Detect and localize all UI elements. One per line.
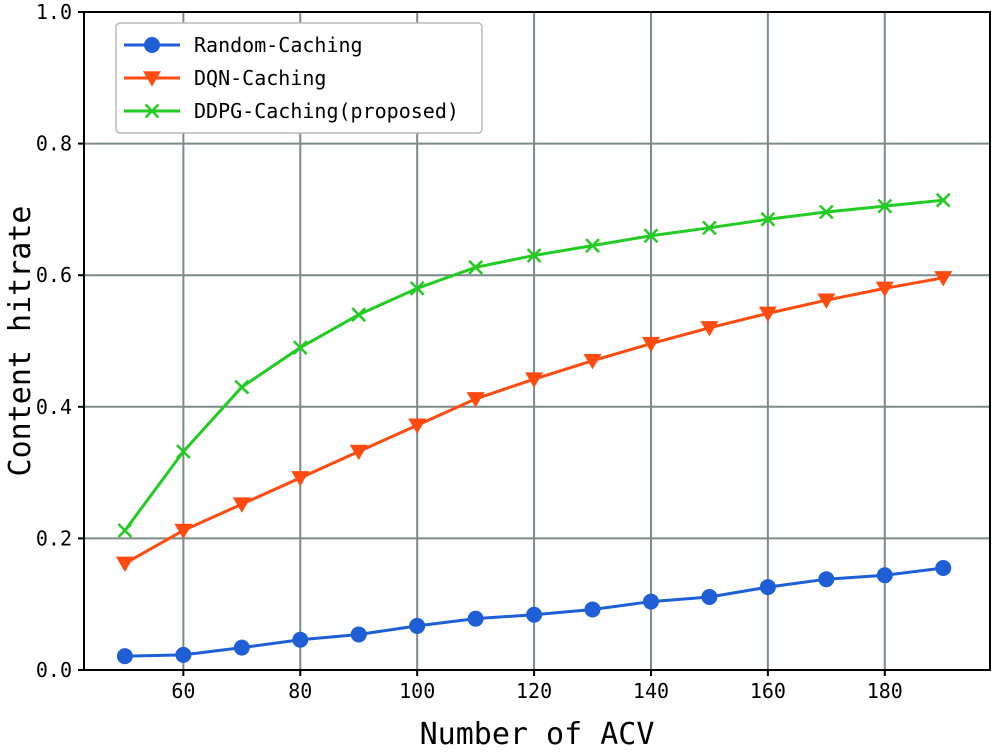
data-point [351,307,367,323]
data-point [408,418,427,434]
x-tick-label: 80 [288,679,312,703]
data-point [234,379,250,395]
x-tick-label: 160 [750,679,786,703]
data-point [641,336,660,353]
data-point [115,556,134,572]
series-ddpg-caching-proposed [117,192,951,538]
data-point [466,392,485,408]
y-tick-label: 0.6 [36,263,72,287]
data-point [232,497,251,513]
data-point [175,646,192,663]
data-point [818,204,834,220]
y-tick-label: 1.0 [36,0,72,24]
legend-entry: DQN-Caching [124,66,326,90]
data-point [349,444,368,461]
data-point [525,372,544,388]
y-tick-label: 0.0 [36,658,72,682]
y-tick-label: 0.4 [36,395,72,419]
x-tick-label: 120 [516,679,552,703]
legend-label: Random-Caching [194,33,363,57]
data-point [934,271,953,287]
legend-box [115,22,483,134]
x-axis-title: Number of ACV [420,717,655,752]
data-point [759,579,776,596]
y-tick-label: 0.2 [36,526,72,550]
data-point [701,588,718,605]
data-point [116,648,133,665]
data-point [292,631,309,648]
data-point [760,211,776,227]
data-point [117,523,133,538]
plot-frame [83,11,991,671]
data-point [702,220,717,236]
data-point [409,280,425,296]
data-point [642,593,659,610]
legend-label: DQN-Caching [194,66,326,90]
data-point [409,617,426,634]
data-point [174,523,193,540]
legend-label: DDPG-Caching(proposed) [194,99,459,123]
legend-entries: Random-Caching DQN-Caching DDPG-Caching(pr… [124,33,459,123]
data-point [467,610,484,627]
data-point [875,281,894,297]
data-point [935,192,951,208]
data-point [585,238,600,253]
legend-entry: DDPG-Caching(proposed) [124,99,459,123]
x-tick-label: 140 [633,679,669,703]
data-point [468,259,484,275]
data-point [818,571,835,588]
data-point [876,567,893,584]
legend-marker [144,37,160,53]
data-point [935,560,952,577]
series-dqn-caching [115,271,953,572]
axis-ticks: 60 80 100 120 140 160 180 0.0 0.2 0.4 0.6 0.8 1.0 [36,0,903,703]
legend-marker [144,103,160,119]
series-random-caching [116,560,952,665]
data-point [526,248,542,263]
x-tick-label: 100 [399,679,435,703]
data-point [700,321,719,337]
legend: Random-Caching DQN-Caching DDPG-Caching(pr… [115,22,483,134]
data-point [817,293,836,309]
data-point [292,340,308,355]
y-axis-title: Content hitrate [3,206,38,477]
legend-entry: Random-Caching [124,33,363,57]
data-point [758,306,777,322]
y-tick-label: 0.8 [36,132,72,156]
x-tick-label: 180 [867,679,903,703]
data-point [233,639,250,656]
data-point [584,601,601,618]
data-point [291,471,310,487]
legend-marker [143,71,161,87]
x-tick-label: 60 [171,679,195,703]
data-point [877,198,893,214]
data-point [526,606,543,623]
data-point [583,353,602,370]
series-layer [115,192,953,665]
data-point [175,444,191,459]
data-point [350,626,367,643]
data-point [643,228,659,244]
